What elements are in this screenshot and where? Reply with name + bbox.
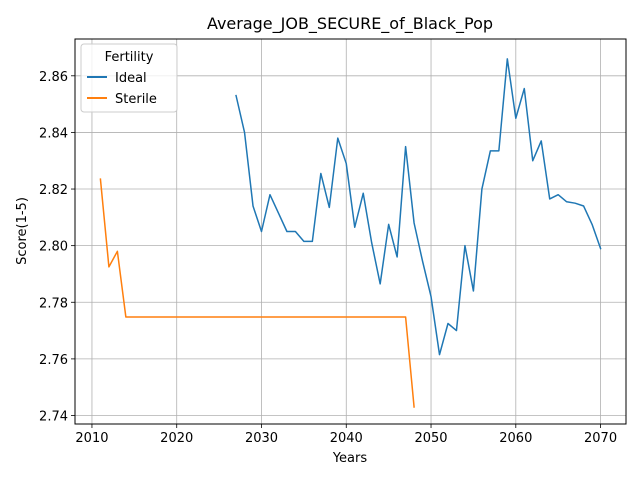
y-tick-label: 2.84 (39, 126, 68, 141)
legend-label-ideal: Ideal (115, 71, 147, 86)
x-axis-ticks: 2010 2020 2030 2040 2050 2060 2070 (75, 424, 617, 446)
y-tick-label: 2.74 (39, 410, 68, 425)
y-tick-label: 2.86 (39, 70, 68, 85)
series-line-ideal (235, 58, 602, 356)
y-tick-label: 2.78 (39, 296, 68, 311)
series-line-sterile (99, 178, 415, 408)
x-tick-label: 2060 (499, 431, 532, 446)
x-tick-label: 2070 (584, 431, 617, 446)
legend: Fertility Ideal Sterile (80, 43, 178, 113)
y-axis-ticks: 2.74 2.76 2.78 2.80 2.82 2.84 2.86 (39, 70, 75, 425)
x-axis-title: Years (332, 451, 368, 466)
chart-title: Average_JOB_SECURE_of_Black_Pop (207, 14, 493, 34)
x-tick-label: 2030 (245, 431, 278, 446)
y-axis-title: Score(1-5) (15, 197, 30, 265)
x-tick-label: 2050 (414, 431, 447, 446)
plot-frame (74, 38, 627, 425)
legend-box (80, 43, 178, 113)
legend-label-sterile: Sterile (115, 92, 157, 107)
x-tick-label: 2020 (160, 431, 193, 446)
y-tick-label: 2.80 (39, 240, 68, 255)
legend-title: Fertility (105, 50, 154, 65)
x-tick-label: 2010 (75, 431, 108, 446)
y-tick-label: 2.76 (39, 353, 68, 368)
series-layer (99, 58, 602, 408)
x-tick-label: 2040 (330, 431, 363, 446)
y-tick-label: 2.82 (39, 183, 68, 198)
